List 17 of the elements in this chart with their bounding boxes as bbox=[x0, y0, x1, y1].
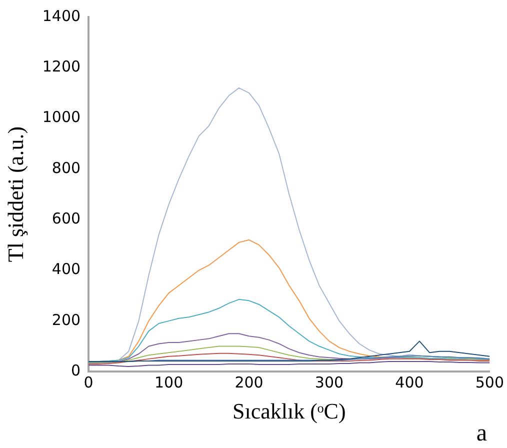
text: a bbox=[476, 420, 488, 446]
y-tick-label: 1200 bbox=[42, 58, 81, 76]
y-axis-title: Tl şiddeti (a.u.) bbox=[2, 126, 28, 262]
x-tick-label: 0 bbox=[84, 373, 94, 392]
y-tick-label: 0 bbox=[71, 361, 81, 380]
y-tick-label: 600 bbox=[52, 210, 81, 228]
x-tick-label: 500 bbox=[475, 373, 504, 392]
x-axis-title: Sıcaklık (ᵒC) bbox=[232, 398, 346, 424]
x-tick-label: 200 bbox=[234, 373, 264, 392]
y-tick-label: 200 bbox=[52, 310, 81, 329]
x-tick-label: 300 bbox=[314, 373, 344, 392]
y-tick-label: 800 bbox=[52, 158, 81, 177]
y-tick-label: 1400 bbox=[42, 6, 81, 25]
y-tick-label: 400 bbox=[52, 260, 81, 278]
x-tick-label: 400 bbox=[395, 373, 424, 392]
x-tick-label: 100 bbox=[154, 373, 184, 392]
y-tick-label: 1000 bbox=[42, 108, 81, 126]
